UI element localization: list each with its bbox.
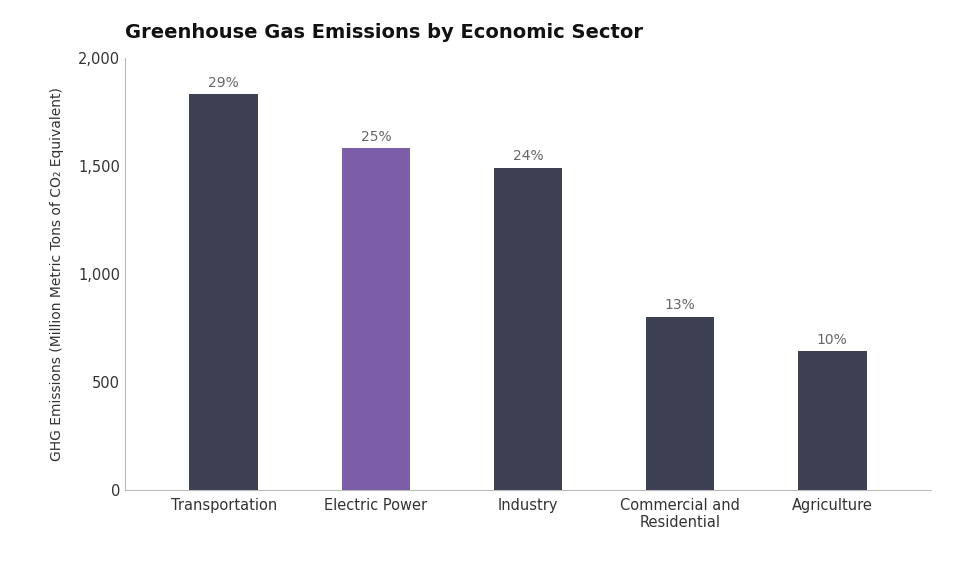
Text: 29%: 29% <box>208 75 239 89</box>
Bar <box>646 317 714 490</box>
Bar <box>189 94 258 490</box>
Text: 10%: 10% <box>817 332 848 347</box>
Text: 25%: 25% <box>361 130 391 143</box>
Text: 24%: 24% <box>513 149 543 163</box>
Y-axis label: GHG Emissions (Million Metric Tons of CO₂ Equivalent): GHG Emissions (Million Metric Tons of CO… <box>50 86 64 461</box>
Text: Greenhouse Gas Emissions by Economic Sector: Greenhouse Gas Emissions by Economic Sec… <box>125 23 643 42</box>
Text: 13%: 13% <box>664 298 696 312</box>
Bar <box>342 149 410 490</box>
Bar <box>798 351 867 490</box>
Bar <box>493 168 563 490</box>
